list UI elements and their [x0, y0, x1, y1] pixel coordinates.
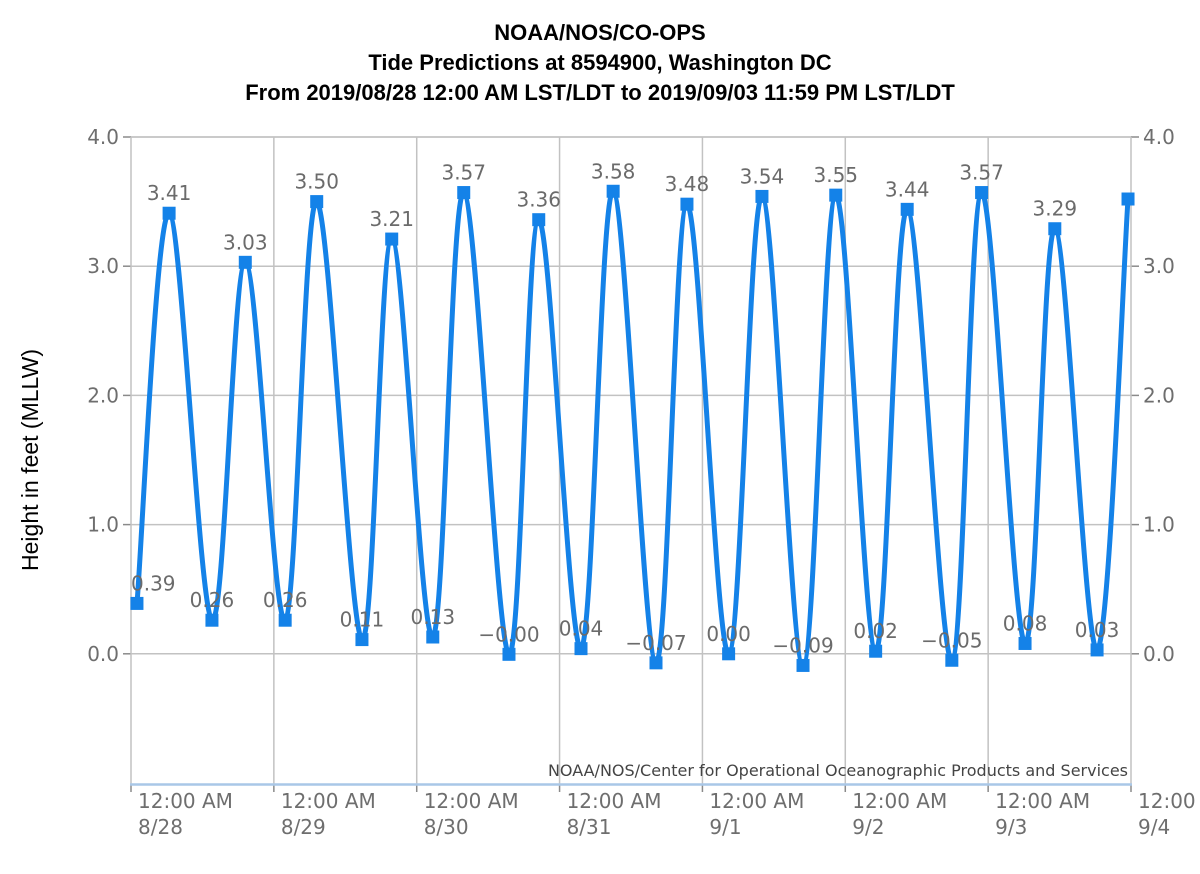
x-axis-date-label: 8/28 — [138, 815, 183, 839]
data-point-marker — [457, 186, 471, 200]
data-point-marker — [162, 206, 176, 220]
data-point-label: −0.00 — [478, 622, 539, 646]
data-point-marker — [900, 202, 914, 216]
data-point-marker — [1048, 222, 1062, 236]
data-point-marker — [130, 596, 144, 610]
data-point-marker — [205, 613, 219, 627]
data-point-label: 0.13 — [411, 605, 456, 629]
data-point-label: 3.03 — [223, 230, 268, 254]
chart-title-block: NOAA/NOS/CO-OPS Tide Predictions at 8594… — [0, 18, 1200, 108]
data-point-label: 0.26 — [190, 588, 235, 612]
y-axis-tick-label-left: 3.0 — [87, 254, 119, 278]
data-point-marker — [755, 189, 769, 203]
y-axis-tick-label-right: 1.0 — [1143, 513, 1175, 537]
y-axis-tick-label-right: 3.0 — [1143, 254, 1175, 278]
data-point-label: 3.44 — [885, 177, 930, 201]
data-point-label: −0.05 — [921, 628, 982, 652]
data-point-label: 0.08 — [1003, 611, 1048, 635]
data-point-marker — [869, 644, 883, 658]
data-point-label: 3.55 — [813, 163, 858, 187]
x-axis-date-label: 9/2 — [852, 815, 884, 839]
data-point-label: 3.57 — [441, 161, 486, 185]
y-axis-tick-label-right: 4.0 — [1143, 125, 1175, 149]
data-point-label: 0.02 — [853, 619, 898, 643]
x-axis-time-label: 12:00 AM — [852, 789, 947, 813]
x-axis-time-label: 12:00 AM — [138, 789, 233, 813]
x-axis-date-label: 9/3 — [995, 815, 1027, 839]
x-axis-date-label: 8/31 — [567, 815, 612, 839]
data-point-marker — [1090, 643, 1104, 657]
data-point-marker — [829, 188, 843, 202]
y-axis-tick-label-left: 1.0 — [87, 513, 119, 537]
data-point-label: 3.29 — [1033, 197, 1078, 221]
data-point-marker — [532, 213, 546, 227]
x-axis-date-label: 9/1 — [709, 815, 741, 839]
data-point-label: 0.04 — [559, 617, 604, 641]
data-point-marker — [680, 197, 694, 211]
data-point-marker — [502, 647, 516, 661]
data-point-marker — [649, 656, 663, 670]
data-point-label: 3.48 — [665, 172, 710, 196]
data-point-marker — [310, 195, 324, 209]
tide-prediction-line — [134, 188, 1131, 668]
data-point-marker — [355, 633, 369, 647]
data-point-marker — [975, 186, 989, 200]
data-point-label: 3.54 — [740, 164, 785, 188]
data-point-label: 3.21 — [369, 207, 414, 231]
x-axis-time-label: 12:00 AM — [281, 789, 376, 813]
y-axis-title: Height in feet (MLLW) — [17, 349, 43, 571]
data-point-label: 3.57 — [959, 161, 1004, 185]
chart-title-org: NOAA/NOS/CO-OPS — [494, 20, 706, 45]
data-point-label: 3.58 — [591, 159, 636, 183]
x-axis-time-label: 12:00 AM — [995, 789, 1090, 813]
data-point-marker — [574, 642, 588, 656]
data-point-marker — [722, 647, 736, 661]
data-point-label: 0.26 — [263, 588, 308, 612]
chart-title-daterange: From 2019/08/28 12:00 AM LST/LDT to 2019… — [245, 80, 955, 105]
y-axis-tick-label-left: 0.0 — [87, 642, 119, 666]
x-axis-time-label: 12:00 AM — [424, 789, 519, 813]
y-axis-tick-label-left: 2.0 — [87, 383, 119, 407]
y-axis-tick-label-left: 4.0 — [87, 125, 119, 149]
data-point-marker — [426, 630, 440, 644]
x-axis-time-label: 12:00 — [1138, 789, 1196, 813]
data-point-marker — [385, 232, 399, 246]
data-point-marker — [1121, 192, 1135, 206]
data-point-label: 0.39 — [131, 571, 176, 595]
chart-title-station: Tide Predictions at 8594900, Washington … — [368, 50, 832, 75]
data-point-marker — [278, 613, 292, 627]
watermark-text: NOAA/NOS/Center for Operational Oceanogr… — [548, 761, 1128, 780]
data-point-label: −0.09 — [772, 633, 833, 657]
x-axis-time-label: 12:00 AM — [567, 789, 662, 813]
data-point-marker — [796, 658, 810, 672]
data-point-label: 3.36 — [516, 188, 561, 212]
data-point-label: 0.00 — [706, 622, 751, 646]
x-axis-date-label: 9/4 — [1138, 815, 1170, 839]
data-point-marker — [238, 255, 252, 269]
data-point-label: 0.11 — [340, 608, 385, 632]
data-point-label: 3.41 — [147, 181, 192, 205]
data-point-label: 0.03 — [1075, 618, 1120, 642]
x-axis-date-label: 8/29 — [281, 815, 326, 839]
data-point-marker — [606, 184, 620, 198]
x-axis-time-label: 12:00 AM — [709, 789, 804, 813]
y-axis-tick-label-right: 2.0 — [1143, 383, 1175, 407]
y-axis-tick-label-right: 0.0 — [1143, 642, 1175, 666]
data-point-label: 3.50 — [294, 170, 339, 194]
x-axis-date-label: 8/30 — [424, 815, 469, 839]
data-point-label: −0.07 — [625, 631, 686, 655]
data-point-marker — [1018, 636, 1032, 650]
data-point-marker — [945, 653, 959, 667]
